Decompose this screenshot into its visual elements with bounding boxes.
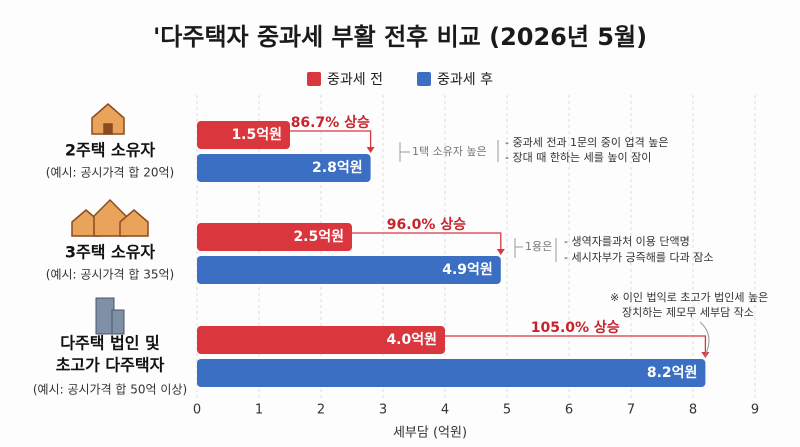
category-label: 3주택 소유자 [65,243,156,262]
category-note: (예시: 공시가격 합 50억 이상) [33,383,187,397]
bar [197,121,290,149]
category-label: 초고가 다주택자 [56,356,165,375]
change-arrow [445,335,707,357]
note-bracket [399,140,499,162]
chart-title: '다주택자 중과세 부활 전후 비교 (2026년 5월) [153,23,647,51]
x-tick-label: 9 [751,403,759,418]
x-tick-label: 5 [503,403,511,418]
side-note: 장치하는 제모무 세부담 작소 [622,305,754,319]
icon-houses [71,198,149,237]
legend-label: 중과세 전 [327,72,383,88]
legend-label: 중과세 후 [437,72,493,88]
side-note: - 장대 때 한하는 세를 높이 잠이 [505,150,651,164]
x-tick-label: 1 [255,403,263,418]
arrow-head [496,249,505,255]
arrow-head [366,147,375,153]
change-label: 86.7% 상승 [291,115,370,131]
value-label: 2.5억원 [293,229,344,245]
side-note: - 중과세 전과 1문의 중이 업격 높은 [505,136,669,149]
side-note: - 생역자를과처 이용 단액명 [564,235,690,248]
value-label: 4.0억원 [386,332,437,348]
bar [197,326,445,354]
change-arrow [352,232,502,254]
category-note: (예시: 공시가격 합 20억) [46,166,174,180]
category-label: 다주택 법인 및 [60,334,159,353]
value-label: 1.5억원 [231,127,282,143]
side-note: - 세시자부가 긍즉해를 다과 잠소 [564,250,714,264]
value-label: 8.2억원 [647,365,698,381]
x-tick-label: 3 [379,403,387,418]
side-note: 1택 소유자 높은 [412,145,487,158]
note-bracket [514,238,557,262]
change-arrow [290,130,372,152]
x-tick-label: 7 [627,403,635,418]
x-tick-label: 2 [317,403,325,418]
bar [197,359,706,387]
bar [197,256,501,284]
icon-house [91,103,125,135]
x-tick-label: 8 [689,403,697,418]
side-note: 1용은 [525,240,552,253]
change-label: 96.0% 상승 [387,217,466,233]
category-note: (예시: 공시가격 합 35억) [46,268,174,282]
icon-building [95,297,125,335]
legend-swatch [417,72,431,86]
category-label: 2주택 소유자 [65,141,156,160]
x-tick-label: 4 [441,403,449,418]
bar [197,223,352,251]
value-label: 2.8억원 [312,160,363,176]
x-tick-label: 6 [565,403,573,418]
x-axis-label: 세부담 (억원) [393,426,467,441]
legend-swatch [307,72,321,86]
change-label: 105.0% 상승 [531,320,620,336]
bar [197,154,371,182]
x-tick-label: 0 [193,403,201,418]
note-arrow [699,321,710,357]
value-label: 4.9억원 [442,262,493,278]
side-note: ※ 이인 법익로 초고가 법인세 높은 [610,291,768,304]
